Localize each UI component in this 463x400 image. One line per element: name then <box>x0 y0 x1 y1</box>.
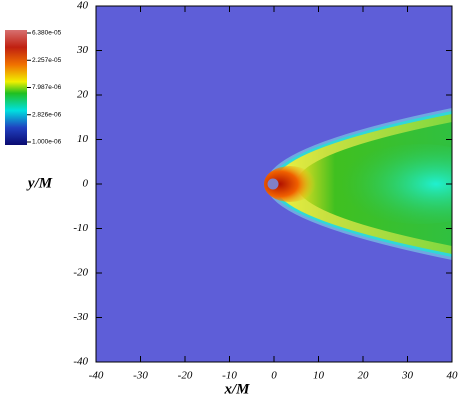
x-tick-label: 20 <box>358 370 370 382</box>
y-tick-label: 30 <box>76 44 89 56</box>
colorbar-tick-label: 7.987e-06 <box>32 84 62 91</box>
y-tick-label: -20 <box>73 267 88 279</box>
y-tick-label: 20 <box>77 89 89 101</box>
x-tick-label: -10 <box>222 370 237 382</box>
x-axis-label: x/M <box>223 381 250 397</box>
x-tick-label: -30 <box>133 370 148 382</box>
colorbar <box>5 30 27 145</box>
y-tick-label: -10 <box>73 222 88 234</box>
y-tick-label: 10 <box>77 133 89 145</box>
colorbar-tick-label: 2.257e-05 <box>32 57 62 64</box>
x-tick-label: 0 <box>271 370 277 382</box>
x-tick-label: 30 <box>401 370 414 382</box>
y-tick-label: -40 <box>73 356 88 368</box>
colorbar-tick-label: 6.380e-05 <box>32 30 62 37</box>
y-tick-label: 40 <box>77 0 89 12</box>
x-tick-label: -40 <box>89 370 104 382</box>
x-tick-label: 40 <box>447 370 459 382</box>
y-tick-label: -30 <box>73 311 88 323</box>
colorbar-tick-label: 1.000e-06 <box>32 139 62 146</box>
x-tick-label: -20 <box>178 370 193 382</box>
x-tick-label: 10 <box>313 370 325 382</box>
y-axis-label: y/M <box>26 175 53 191</box>
y-tick-label: 0 <box>83 178 89 190</box>
colorbar-tick-label: 2.826e-06 <box>32 111 62 118</box>
field <box>96 6 452 362</box>
